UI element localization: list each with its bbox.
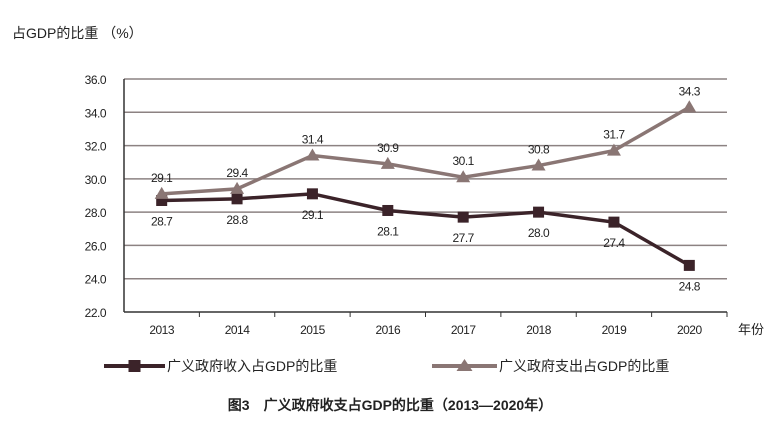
data-label: 28.7	[151, 214, 173, 228]
x-tick-label: 2020	[677, 323, 703, 337]
y-tick-label: 30.0	[85, 173, 107, 187]
chart-title: 图3 广义政府收支占GDP的比重（2013—2020年）	[228, 397, 552, 413]
x-axis-title: 年份	[738, 322, 764, 337]
data-point-square	[608, 216, 620, 228]
y-tick-label: 28.0	[85, 206, 107, 220]
data-point-square	[683, 259, 695, 271]
data-point-triangle	[230, 181, 245, 194]
data-point-triangle	[456, 170, 471, 183]
legend-label: 广义政府支出占GDP的比重	[499, 358, 669, 374]
legend-square-icon	[128, 360, 141, 372]
data-point-triangle	[154, 186, 169, 199]
x-tick-label: 2014	[225, 323, 251, 337]
data-label: 27.7	[453, 231, 475, 245]
data-label: 28.8	[226, 213, 248, 227]
x-tick-label: 2016	[375, 323, 401, 337]
y-axis-title: 占GDP的比重 （%）	[12, 25, 143, 41]
data-point-triangle	[606, 143, 621, 156]
data-point-triangle	[531, 158, 546, 171]
y-tick-label: 32.0	[85, 140, 107, 154]
data-point-square	[533, 206, 545, 218]
data-label: 34.3	[679, 84, 701, 98]
legend-triangle-icon	[456, 359, 473, 371]
data-label: 30.9	[377, 141, 399, 155]
data-point-square	[156, 194, 168, 206]
data-label: 29.1	[302, 208, 324, 222]
data-point-square	[382, 204, 394, 216]
data-label: 30.8	[528, 143, 550, 157]
data-label: 28.0	[528, 226, 550, 240]
data-label: 31.4	[302, 133, 324, 147]
data-point-triangle	[305, 148, 320, 161]
data-point-square	[457, 211, 469, 223]
y-tick-label: 24.0	[85, 273, 107, 287]
data-label: 28.1	[377, 224, 399, 238]
data-label: 31.7	[603, 128, 625, 142]
legend-label: 广义政府收入占GDP的比重	[167, 358, 337, 374]
x-tick-label: 2013	[149, 323, 175, 337]
series-line	[161, 105, 691, 196]
y-tick-label: 34.0	[85, 106, 107, 120]
data-point-triangle	[380, 156, 395, 169]
data-point-square	[231, 193, 243, 205]
data-label: 24.8	[679, 279, 701, 293]
x-tick-label: 2018	[526, 323, 552, 337]
data-label: 29.1	[151, 171, 173, 185]
series-line	[161, 192, 691, 267]
data-label: 29.4	[226, 166, 248, 180]
x-tick-label: 2017	[451, 323, 477, 337]
data-point-square	[306, 188, 318, 200]
y-tick-label: 26.0	[85, 239, 107, 253]
x-tick-label: 2019	[602, 323, 628, 337]
data-label: 30.1	[453, 154, 475, 168]
y-tick-label: 36.0	[85, 73, 107, 87]
x-tick-label: 2015	[300, 323, 326, 337]
data-point-triangle	[682, 100, 697, 113]
data-label: 27.4	[603, 236, 625, 250]
y-tick-label: 22.0	[85, 306, 107, 320]
